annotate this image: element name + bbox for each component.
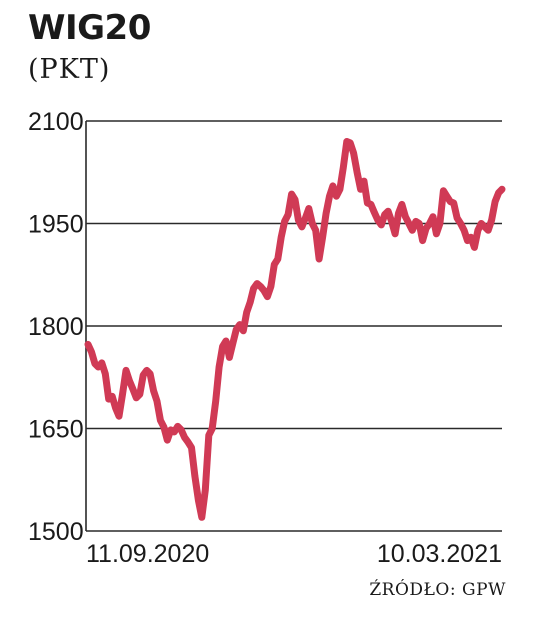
x-tick-label-0: 11.09.2020 [86,540,209,568]
y-tick-label-1950: 1950 [28,211,84,239]
wig20-series-line [84,138,506,521]
source-label: ŹRÓDŁO: GPW [369,580,506,600]
y-tick-label-1650: 1650 [28,416,84,444]
x-tick-label-1: 10.03.2021 [377,540,502,568]
gridlines [86,120,502,532]
y-tick-label-1800: 1800 [28,313,84,341]
y-axis-ticks: 2100 1950 1800 1650 1500 [28,108,84,546]
x-axis-ticks: 11.09.2020 10.03.2021 [86,540,502,568]
unit-label: (PKT) [28,54,111,85]
chart-title: WIG20 [28,8,151,48]
y-tick-label-1500: 1500 [28,518,84,546]
y-tick-label-2100: 2100 [28,108,84,136]
